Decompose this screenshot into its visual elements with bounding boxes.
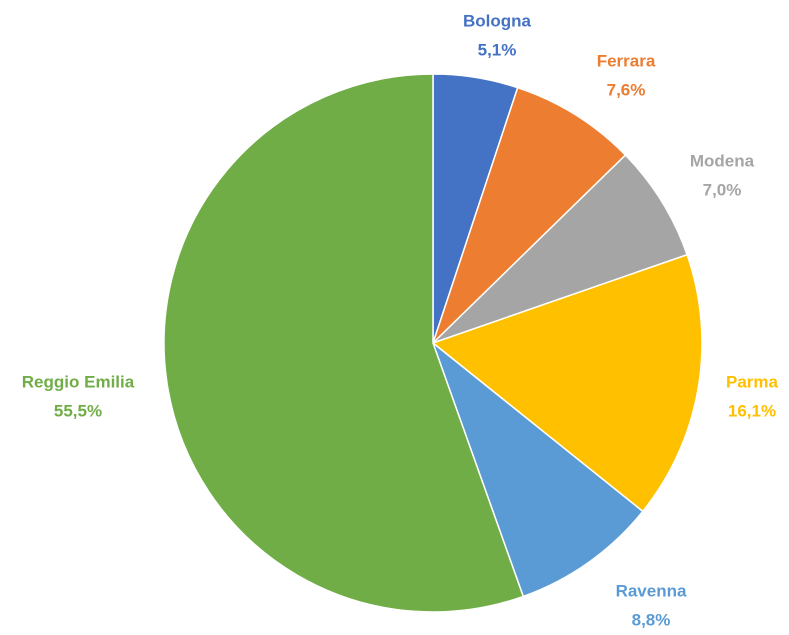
pie-slice — [432, 86, 627, 344]
category-label: Reggio Emilia — [22, 372, 135, 391]
value-label: 7,0% — [703, 180, 742, 199]
pie-slice — [432, 153, 689, 344]
category-label: Ravenna — [616, 581, 687, 600]
value-label: 55,5% — [54, 401, 102, 420]
category-label: Ferrara — [597, 51, 656, 70]
value-label: 5,1% — [478, 40, 517, 59]
value-label: 8,8% — [632, 610, 671, 629]
category-label: Bologna — [463, 11, 532, 30]
value-label: 7,6% — [607, 80, 646, 99]
category-label: Modena — [690, 151, 755, 170]
pie-slice — [163, 73, 525, 613]
category-label: Parma — [726, 372, 779, 391]
pie-slice — [431, 340, 644, 598]
value-label: 16,1% — [728, 401, 776, 420]
pie-slice — [431, 253, 703, 513]
